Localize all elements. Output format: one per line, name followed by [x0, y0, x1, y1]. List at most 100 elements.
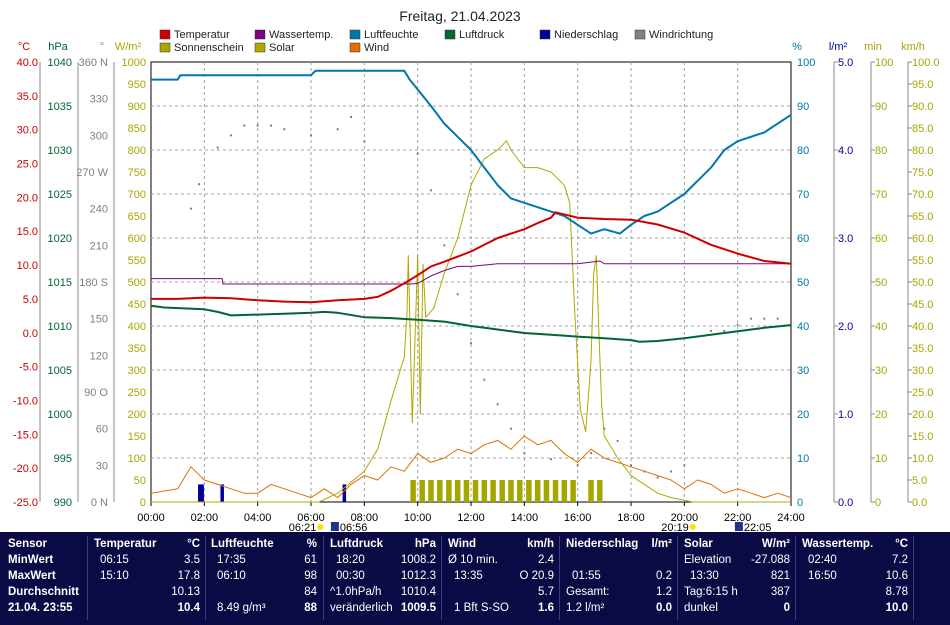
- axis-tick-dir: 270 W: [76, 167, 108, 179]
- axis-tick-hum: 70: [797, 189, 809, 201]
- line-luftdruck: [150, 304, 792, 343]
- axis-tick-wind: 75.0: [912, 167, 933, 179]
- bar-sonnenschein: [446, 480, 452, 502]
- axis-tick-wind: 30.0: [912, 365, 933, 377]
- axis-tick-rain: 3.0: [838, 233, 853, 245]
- x-tick-label: 20:00: [671, 512, 699, 524]
- axis-tick-dir: 120: [90, 350, 108, 362]
- water-header: Wassertemp.: [802, 538, 874, 550]
- axis-tick-solar: 250: [128, 387, 146, 399]
- x-tick-label: 00:00: [137, 512, 165, 524]
- point-windrichtung: [456, 293, 459, 296]
- axis-tick-min: 80: [875, 145, 887, 157]
- y-axes: 40.0 35.0 30.0 25.0 20.0 15.0 10.0 5.0 0.0 -5.0 -1…: [13, 57, 940, 509]
- bar-sonnenschein: [437, 480, 443, 502]
- axis-tick-solar: 550: [128, 255, 146, 267]
- weather-chart: Freitag, 21.04.2023 Temperatur Wassertemp…: [13, 8, 940, 532]
- axis-tick-solar: 150: [128, 431, 146, 443]
- axis-tick-wind: 70.0: [912, 189, 933, 201]
- axis-tick-hum: 100: [797, 57, 815, 69]
- axis-tick-temp: -20.0: [13, 463, 38, 475]
- rain-unit: l/m²: [651, 538, 672, 550]
- solar-header: Solar: [684, 538, 713, 550]
- axis-tick-hum: 10: [797, 453, 809, 465]
- x-tick-label: 10:00: [404, 512, 432, 524]
- axis-tick-solar: 400: [128, 321, 146, 333]
- hum-current: 88: [304, 602, 317, 614]
- col-solar: Solar W/m² Elevation -27.088 13:30 821 Tag:…: [684, 536, 790, 622]
- bar-sonnenschein: [534, 480, 541, 502]
- point-windrichtung: [256, 124, 259, 127]
- axis-unit-dir: °: [100, 41, 104, 53]
- axis-tick-press: 1025: [48, 189, 72, 201]
- water-current: 10.0: [885, 602, 908, 614]
- line-temperatur: [151, 211, 792, 304]
- bar-sonnenschein: [490, 480, 496, 502]
- legend-label: Wassertemp.: [269, 29, 333, 41]
- water-min: 7.2: [892, 554, 908, 566]
- axis-tick-dir: 210: [90, 240, 108, 252]
- axis-tick-wind: 40.0: [912, 321, 933, 333]
- press-unit: hPa: [414, 538, 436, 550]
- axis-tick-rain: 5.0: [838, 57, 853, 69]
- axis-tick-min: 20: [875, 409, 887, 421]
- x-tick-label: 12:00: [457, 512, 485, 524]
- axis-tick-wind: 90.0: [912, 101, 933, 113]
- col-wind: Wind km/h Ø 10 min. 2.4 13:35 O 20.9 5.7 1 …: [448, 536, 554, 622]
- legend-label: Luftdruck: [459, 29, 505, 41]
- axis-tick-min: 100: [875, 57, 893, 69]
- axis-tick-wind: 45.0: [912, 299, 933, 311]
- axis-tick-dir: 360 N: [79, 57, 108, 69]
- axis-tick-dir: 0 N: [91, 497, 108, 509]
- axis-tick-temp: 0.0: [23, 328, 38, 340]
- axis-tick-temp: 35.0: [17, 91, 38, 103]
- point-windrichtung: [670, 470, 672, 473]
- axis-tick-dir: 240: [90, 204, 108, 216]
- bar-sonnenschein: [570, 480, 576, 502]
- wind-bft: 1 Bft S-SO: [454, 602, 509, 614]
- temp-min: 3.5: [184, 554, 200, 566]
- point-windrichtung: [363, 140, 366, 143]
- point-windrichtung: [190, 207, 192, 210]
- hum-header: Luftfeuchte: [211, 538, 274, 550]
- line-luftfeuchte: [151, 69, 792, 235]
- axis-tick-wind: 35.0: [912, 343, 933, 355]
- axis-tick-temp: 15.0: [17, 226, 38, 238]
- point-windrichtung: [750, 317, 752, 320]
- axis-tick-press: 1035: [48, 101, 72, 113]
- axis-tick-solar: 500: [128, 277, 146, 289]
- point-windrichtung: [776, 317, 779, 320]
- axis-tick-temp: -10.0: [13, 395, 38, 407]
- legend-label: Luftfeuchte: [364, 29, 418, 41]
- point-windrichtung: [216, 146, 219, 149]
- point-windrichtung: [350, 116, 352, 118]
- point-windrichtung: [723, 329, 726, 332]
- axis-tick-solar: 450: [128, 299, 146, 311]
- bar-sonnenschein: [508, 480, 514, 502]
- axis-tick-temp: -5.0: [19, 362, 38, 374]
- axis-tick-min: 70: [875, 189, 887, 201]
- solar-state: dunkel: [684, 602, 718, 614]
- solar-elev-label: Elevation: [684, 554, 732, 566]
- wind-avg10: 2.4: [538, 554, 554, 566]
- axis-tick-solar: 200: [128, 409, 146, 421]
- point-windrichtung: [510, 427, 512, 430]
- x-tick-label: 04:00: [244, 512, 272, 524]
- point-windrichtung: [710, 329, 712, 332]
- bar-sonnenschein: [481, 480, 488, 502]
- axis-tick-solar: 950: [128, 79, 146, 91]
- legend-swatch: [349, 29, 361, 40]
- legend-swatch: [254, 42, 266, 53]
- point-windrichtung: [523, 452, 526, 455]
- axis-tick-dir: 180 S: [79, 277, 108, 289]
- x-tick-label: 24:00: [777, 512, 805, 524]
- point-windrichtung: [590, 452, 592, 455]
- legend-swatch: [539, 29, 551, 40]
- sunset-icon: [689, 524, 696, 530]
- legend: Temperatur Wassertemp. Luftfeuchte Luftdruc…: [159, 29, 713, 54]
- rain-max: 0.2: [656, 570, 672, 582]
- bar-niederschlag: [198, 484, 202, 502]
- wind-unit: km/h: [527, 538, 554, 550]
- col-niederschlag: Niederschlag l/m² 01:55 0.2 Gesamt: 1.2 1.2…: [566, 536, 672, 622]
- point-windrichtung: [198, 183, 200, 186]
